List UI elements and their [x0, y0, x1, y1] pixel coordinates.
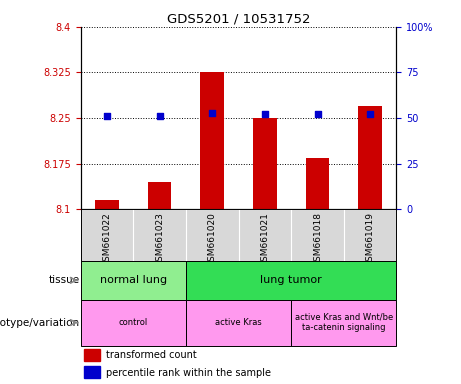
Point — [156, 113, 163, 119]
Point — [366, 111, 374, 118]
Text: transformed count: transformed count — [106, 350, 197, 360]
Bar — [201, 73, 224, 209]
Point — [261, 111, 269, 118]
Text: GSM661022: GSM661022 — [102, 212, 112, 266]
Text: genotype/variation: genotype/variation — [0, 318, 80, 328]
Text: percentile rank within the sample: percentile rank within the sample — [106, 367, 271, 377]
Text: active Kras and Wnt/be
ta-catenin signaling: active Kras and Wnt/be ta-catenin signal… — [295, 313, 393, 332]
Point — [208, 109, 216, 116]
Text: normal lung: normal lung — [100, 275, 167, 285]
Bar — [358, 106, 382, 209]
Title: GDS5201 / 10531752: GDS5201 / 10531752 — [167, 13, 310, 26]
Text: GSM661023: GSM661023 — [155, 212, 164, 267]
Text: lung tumor: lung tumor — [260, 275, 322, 285]
Bar — [84, 366, 100, 379]
Text: GSM661020: GSM661020 — [208, 212, 217, 267]
Text: GSM661018: GSM661018 — [313, 212, 322, 267]
Bar — [253, 118, 277, 209]
Bar — [291, 300, 396, 346]
Text: active Kras: active Kras — [215, 318, 262, 327]
Bar — [186, 261, 396, 300]
Text: GSM661021: GSM661021 — [260, 212, 269, 267]
Bar — [148, 182, 171, 209]
Bar — [186, 300, 291, 346]
Point — [314, 111, 321, 118]
Text: GSM661019: GSM661019 — [366, 212, 375, 267]
Bar — [81, 300, 186, 346]
Text: tissue: tissue — [48, 275, 80, 285]
Bar — [306, 157, 329, 209]
Bar — [81, 261, 186, 300]
Bar — [95, 200, 119, 209]
Point — [103, 113, 111, 119]
Text: control: control — [118, 318, 148, 327]
Bar — [84, 349, 100, 361]
